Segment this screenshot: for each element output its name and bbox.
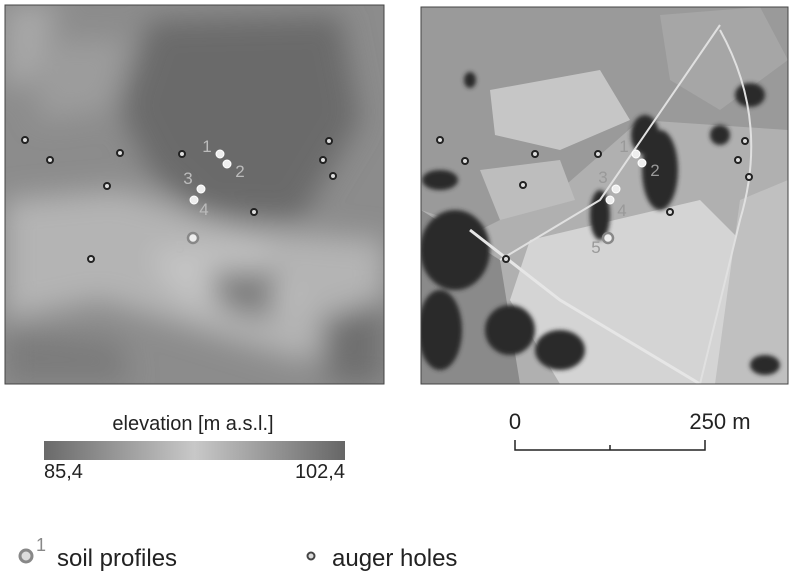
colorbar-max: 102,4 [295, 461, 345, 483]
scale-start: 0 [509, 409, 521, 434]
legend-auger-symbol [308, 553, 315, 560]
soil-profile [638, 159, 646, 167]
soil-profile [188, 233, 198, 243]
auger-hole [320, 157, 326, 163]
elevation-map [5, 5, 384, 384]
profile-label: 4 [199, 200, 208, 219]
figure: elevation [m a.s.l.] 85,4 102,4 0 250 m … [0, 0, 790, 574]
profile-label: 1 [619, 137, 628, 156]
legend-profile-symbol [20, 550, 32, 562]
soil-profile [223, 160, 231, 168]
profile-label: 3 [598, 168, 607, 187]
legend-label: auger holes [332, 545, 457, 572]
legend-profile-number: 1 [36, 535, 46, 555]
auger-hole [520, 182, 526, 188]
colorbar [44, 441, 345, 460]
soil-profile [606, 196, 614, 204]
profile-label: 3 [183, 169, 192, 188]
profile-label: 4 [617, 201, 626, 220]
colorbar-title: elevation [m a.s.l.] [112, 413, 273, 435]
auger-hole [667, 209, 673, 215]
auger-hole [251, 209, 257, 215]
soil-profile [197, 185, 205, 193]
soil-profile [603, 233, 613, 243]
soil-profile [612, 185, 620, 193]
scale-end: 250 m [689, 409, 750, 434]
profile-label: 2 [650, 161, 659, 180]
profile-label: 1 [202, 137, 211, 156]
auger-hole [330, 173, 336, 179]
auger-hole [88, 256, 94, 262]
auger-hole [22, 137, 28, 143]
legend-label: soil profiles [57, 545, 177, 572]
auger-hole [503, 256, 509, 262]
auger-hole [742, 138, 748, 144]
auger-hole [532, 151, 538, 157]
auger-hole [462, 158, 468, 164]
auger-hole [47, 157, 53, 163]
profile-label: 5 [591, 238, 600, 257]
auger-hole [746, 174, 752, 180]
colorbar-min: 85,4 [44, 461, 83, 483]
soil-profile [632, 150, 640, 158]
auger-hole [179, 151, 185, 157]
scale-bar [515, 440, 705, 450]
soil-profile [190, 196, 198, 204]
auger-hole [104, 183, 110, 189]
auger-hole [437, 137, 443, 143]
profile-label: 5 [175, 238, 184, 257]
auger-hole [117, 150, 123, 156]
auger-hole [595, 151, 601, 157]
auger-hole [326, 138, 332, 144]
soil-profile [216, 150, 224, 158]
profile-label: 2 [235, 162, 244, 181]
auger-hole [735, 157, 741, 163]
aerial-photo [418, 7, 788, 384]
